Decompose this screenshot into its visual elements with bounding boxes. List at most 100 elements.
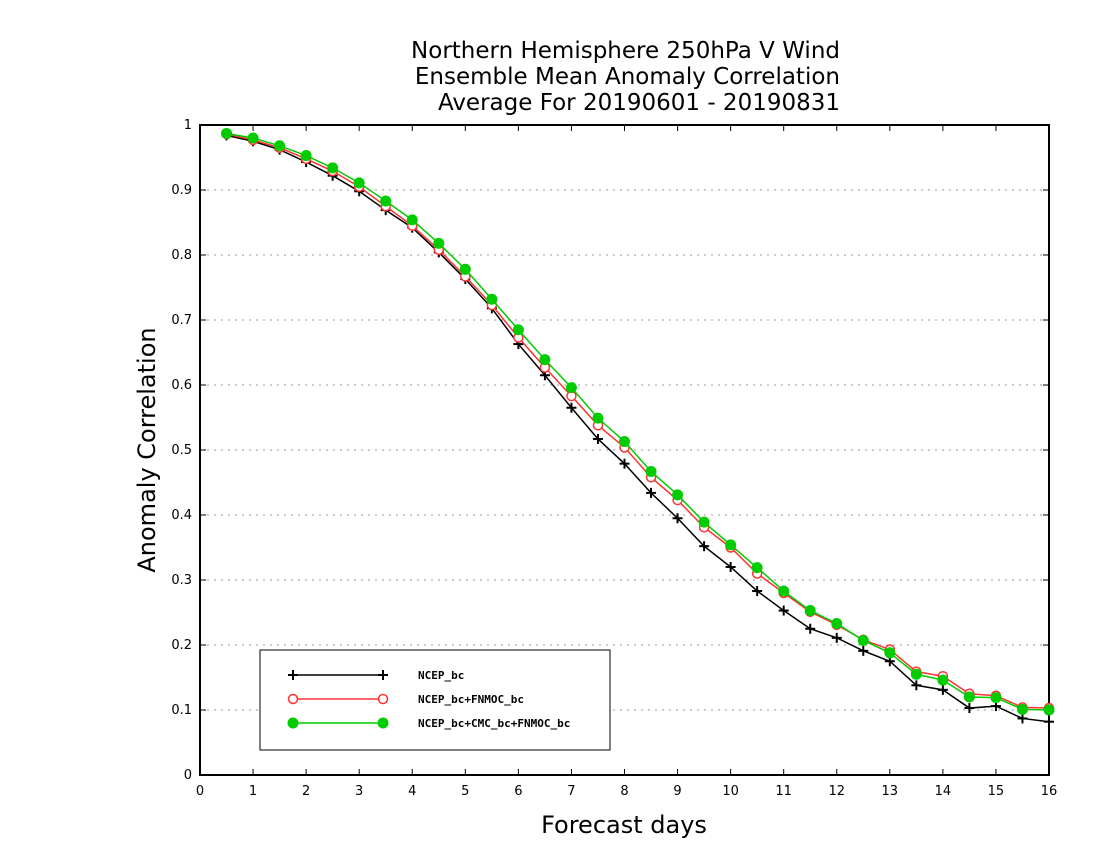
ncep-cmc-fnmoc-point	[512, 324, 524, 336]
x-tick-label: 15	[988, 784, 1005, 799]
gridlines	[200, 189, 1049, 711]
y-tick-label: 0	[184, 768, 192, 783]
ncep-bc-point	[1044, 716, 1054, 727]
legend-item-ncep-fnmoc: NCEP_bc+FNMOC_bc	[287, 693, 524, 706]
y-tick-label: 0.6	[171, 378, 192, 393]
axis-ticks: 00.10.20.30.40.50.60.70.80.910 1 2 3 4 5 6 7 8 9 1…	[171, 118, 1057, 799]
x-tick-label: 14	[935, 784, 952, 799]
ncep-bc-line	[226, 134, 1050, 723]
ncep-cmc-fnmoc-point	[353, 177, 365, 189]
ncep-cmc-fnmoc-point	[698, 516, 710, 528]
legend-label: NCEP_bc+FNMOC_bc	[418, 693, 524, 706]
legend-box	[259, 649, 611, 751]
ncep-cmc-fnmoc-point	[592, 412, 604, 424]
ncep-fnmoc-line	[226, 133, 1050, 709]
legend-label: NCEP_bc	[418, 669, 464, 682]
ncep-cmc-fnmoc-point	[672, 489, 684, 501]
chart-title: Northern Hemisphere 250hPa V Wind Ensemb…	[411, 38, 840, 116]
x-tick-label: 12	[828, 784, 845, 799]
x-tick-label: 9	[673, 784, 681, 799]
x-tick-label: 11	[775, 784, 792, 799]
ncep-cmc-fnmoc-point	[406, 214, 418, 226]
ncep-bc-point	[831, 632, 842, 643]
legend-ncep-bc-point	[288, 670, 298, 680]
ncep-cmc-fnmoc-point	[963, 691, 975, 703]
legend-ncep-bc-point	[378, 670, 388, 680]
legend-ncep-cmc-fnmoc-point	[287, 717, 299, 729]
ncep-bc-point	[672, 513, 683, 524]
ncep-cmc-fnmoc-point	[619, 436, 630, 448]
x-tick-label: 5	[461, 784, 469, 799]
ncep-cmc-fnmoc-point	[565, 382, 577, 394]
ncep-fnmoc-series	[221, 128, 1055, 714]
ncep-bc-point	[592, 433, 603, 444]
ncep-cmc-fnmoc-point	[725, 539, 737, 551]
ncep-cmc-fnmoc-point	[380, 195, 392, 207]
ncep-cmc-fnmoc-point	[884, 647, 896, 659]
legend: NCEP_bc NCEP_bc+FNMOC_bc NCEP_bc+CMC_bc+FN…	[259, 649, 611, 751]
ncep-bc-point	[752, 586, 763, 597]
y-tick-label: 0.8	[171, 248, 192, 263]
y-tick-label: 0.1	[171, 703, 192, 718]
x-tick-label: 0	[196, 784, 204, 799]
ncep-cmc-fnmoc-point	[539, 354, 551, 366]
ncep-cmc-fnmoc-point	[221, 127, 233, 139]
ncep-bc-point	[778, 605, 789, 616]
legend-ncep-cmc-fnmoc-point	[377, 717, 389, 729]
x-tick-label: 10	[722, 784, 739, 799]
x-tick-label: 6	[514, 784, 522, 799]
x-tick-label: 4	[408, 784, 416, 799]
x-tick-label: 1	[249, 784, 257, 799]
x-tick-label: 13	[882, 784, 899, 799]
ncep-cmc-fnmoc-point	[459, 263, 471, 275]
ncep-bc-point	[911, 680, 922, 691]
ncep-bc-point	[937, 684, 948, 695]
ncep-cmc-fnmoc-point	[831, 618, 843, 630]
ncep-cmc-fnmoc-point	[751, 562, 763, 574]
legend-label: NCEP_bc+CMC_bc+FNMOC_bc	[418, 717, 570, 730]
ncep-cmc-fnmoc-series	[221, 127, 1055, 716]
y-tick-label: 1	[184, 118, 192, 133]
title-line-1: Northern Hemisphere 250hPa V Wind	[411, 38, 840, 64]
y-tick-label: 0.4	[171, 508, 192, 523]
y-tick-label: 0.5	[171, 443, 192, 458]
ncep-bc-series	[221, 130, 1054, 727]
ncep-bc-point	[566, 402, 577, 413]
ncep-cmc-fnmoc-point	[486, 293, 498, 305]
ncep-cmc-fnmoc-point	[645, 465, 657, 477]
ncep-cmc-fnmoc-point	[990, 692, 1002, 704]
ncep-cmc-fnmoc-point	[804, 605, 816, 617]
title-line-2: Ensemble Mean Anomaly Correlation	[415, 64, 840, 90]
y-tick-label: 0.2	[171, 638, 192, 653]
ncep-bc-point	[646, 487, 657, 498]
ncep-cmc-fnmoc-point	[327, 162, 339, 174]
y-tick-label: 0.3	[171, 573, 192, 588]
ncep-bc-point	[699, 541, 710, 552]
legend-ncep-fnmoc-point	[377, 693, 389, 705]
ncep-bc-point	[805, 623, 816, 634]
ncep-cmc-fnmoc-point	[857, 634, 869, 646]
ncep-bc-point	[725, 562, 736, 572]
x-axis-title: Forecast days	[541, 811, 707, 839]
x-tick-label: 7	[567, 784, 575, 799]
legend-item-ncep-bc: NCEP_bc	[288, 669, 464, 682]
x-tick-label: 16	[1041, 784, 1058, 799]
ncep-cmc-fnmoc-point	[910, 668, 922, 680]
y-tick-label: 0.7	[171, 313, 192, 328]
y-axis-title: Anomaly Correlation	[133, 327, 161, 572]
legend-ncep-fnmoc-point	[287, 693, 299, 705]
ncep-bc-point	[964, 703, 975, 714]
title-line-3: Average For 20190601 - 20190831	[438, 90, 840, 116]
y-tick-label: 0.9	[171, 183, 192, 198]
ncep-cmc-fnmoc-point	[937, 674, 949, 686]
ncep-bc-point	[1017, 713, 1028, 724]
x-tick-label: 3	[355, 784, 363, 799]
ncep-cmc-fnmoc-point	[1016, 703, 1028, 715]
x-tick-label: 8	[620, 784, 628, 799]
ncep-bc-point	[619, 458, 630, 469]
ncep-cmc-fnmoc-point	[1043, 704, 1055, 716]
ncep-cmc-fnmoc-line	[226, 132, 1050, 711]
ncep-cmc-fnmoc-point	[433, 237, 445, 249]
legend-item-ncep-cmc-fnmoc: NCEP_bc+CMC_bc+FNMOC_bc	[287, 717, 570, 730]
